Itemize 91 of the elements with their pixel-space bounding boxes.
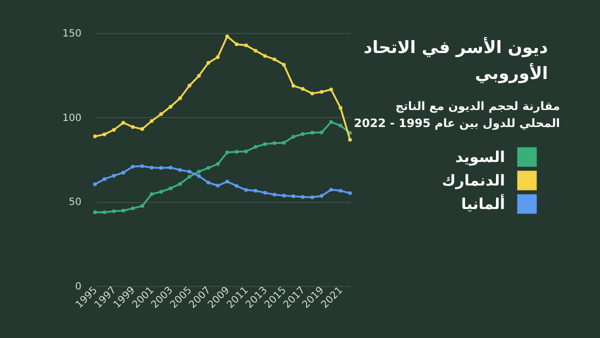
point <box>188 84 192 88</box>
point <box>329 88 333 92</box>
point <box>338 188 342 193</box>
point <box>188 174 192 179</box>
point <box>291 134 296 139</box>
point <box>178 182 182 186</box>
point <box>329 188 333 192</box>
point <box>234 184 239 188</box>
point <box>206 166 210 170</box>
point <box>140 204 144 208</box>
point <box>140 127 144 131</box>
point <box>244 43 248 48</box>
point <box>310 92 314 96</box>
point <box>178 96 182 100</box>
point <box>102 177 106 181</box>
point <box>93 134 97 138</box>
point <box>320 194 324 198</box>
point <box>320 90 324 94</box>
point <box>197 74 201 78</box>
point <box>197 174 201 178</box>
point <box>168 104 172 109</box>
point <box>102 210 106 214</box>
point <box>291 194 296 198</box>
point <box>93 210 97 214</box>
point <box>102 132 106 136</box>
point <box>112 209 116 214</box>
point <box>112 174 116 178</box>
text: مقارنة لحجم الديون مع الناتج المحلي للدول بين عام 1995 - 2022 <box>354 99 560 130</box>
point <box>254 48 258 53</box>
point <box>121 208 126 212</box>
point <box>329 120 333 124</box>
point <box>244 150 248 154</box>
point <box>272 141 276 146</box>
point <box>272 57 276 62</box>
point <box>272 192 276 196</box>
text: ديون الأسر في الاتحاد الأوروبي <box>364 36 548 84</box>
point <box>150 166 154 170</box>
point <box>300 195 305 199</box>
point <box>282 62 286 67</box>
point <box>216 184 220 188</box>
point <box>263 190 267 195</box>
point <box>225 180 230 184</box>
point <box>254 144 258 149</box>
y-tick-label: 100 <box>62 112 82 124</box>
point <box>168 186 172 190</box>
point <box>282 194 286 198</box>
point <box>112 128 116 132</box>
point <box>310 195 314 200</box>
point <box>348 138 352 142</box>
point <box>130 164 135 168</box>
legend-label: ألمانيا <box>461 194 505 213</box>
point <box>338 124 342 128</box>
point <box>178 168 182 172</box>
point <box>159 112 163 116</box>
point <box>159 166 163 170</box>
point <box>121 170 126 175</box>
point <box>188 170 192 174</box>
point <box>263 54 267 58</box>
point <box>225 150 230 154</box>
point <box>310 130 314 135</box>
point <box>159 190 163 194</box>
point <box>130 206 135 210</box>
point <box>282 140 286 145</box>
point <box>300 132 305 136</box>
point <box>206 60 210 65</box>
point <box>197 170 201 174</box>
legend-label: السويد <box>455 148 505 166</box>
point <box>121 120 126 125</box>
point <box>300 86 305 91</box>
point <box>320 130 324 134</box>
point <box>93 182 97 186</box>
point <box>234 150 239 154</box>
point <box>338 106 342 110</box>
point <box>150 119 154 123</box>
point <box>168 166 172 170</box>
point <box>234 42 239 46</box>
point <box>291 84 296 88</box>
y-tick-label: 150 <box>62 28 82 40</box>
point <box>244 188 248 192</box>
point <box>206 180 210 184</box>
point <box>140 164 144 168</box>
point <box>216 55 220 59</box>
point <box>150 192 154 196</box>
point <box>130 125 135 129</box>
legend-label: الدنمارك <box>442 172 505 190</box>
point <box>225 34 230 38</box>
y-tick-label: 50 <box>68 197 82 208</box>
point <box>348 191 352 195</box>
point <box>254 188 258 193</box>
point <box>263 142 267 146</box>
point <box>216 162 220 166</box>
